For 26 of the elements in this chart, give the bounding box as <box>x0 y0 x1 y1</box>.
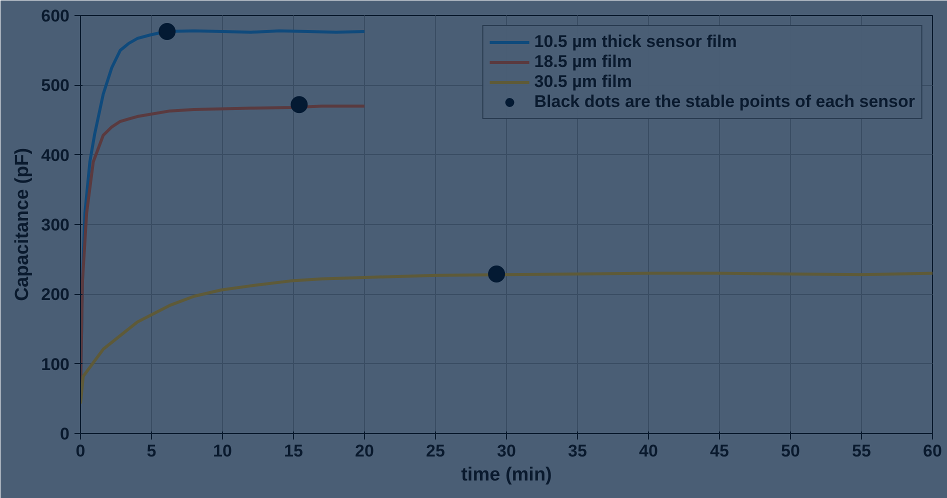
x-tick-label: 10 <box>213 442 232 460</box>
y-tick-label: 200 <box>41 285 70 304</box>
x-tick-label: 45 <box>710 442 729 460</box>
x-tick-label: 15 <box>284 442 303 460</box>
legend-label: 10.5 µm thick sensor film <box>534 32 737 52</box>
x-tick-label: 50 <box>781 442 800 460</box>
x-tick-label: 30 <box>497 442 516 460</box>
legend-label: 18.5 µm film <box>534 52 632 72</box>
y-tick-label: 300 <box>41 216 70 234</box>
legend-label: 30.5 µm film <box>534 72 632 92</box>
y-tick-label: 400 <box>41 146 70 165</box>
x-tick-label: 5 <box>146 442 156 460</box>
x-tick-label: 25 <box>426 442 445 460</box>
x-tick-label: 40 <box>639 442 658 460</box>
y-tick-label: 100 <box>41 354 70 374</box>
y-tick-label: 600 <box>41 6 70 26</box>
x-tick-label: 60 <box>923 442 942 460</box>
x-tick-label: 35 <box>568 442 587 460</box>
legend-label: Black dots are the stable points of each sensor <box>534 92 915 112</box>
y-axis-title: Capacitance (pF) <box>12 148 34 302</box>
x-tick-label: 0 <box>76 442 86 460</box>
x-tick-label: 55 <box>852 442 871 460</box>
x-axis-title: time (min) <box>461 464 552 486</box>
y-tick-label: 0 <box>60 424 70 444</box>
y-tick-label: 500 <box>41 76 70 96</box>
x-tick-label: 20 <box>355 442 374 460</box>
